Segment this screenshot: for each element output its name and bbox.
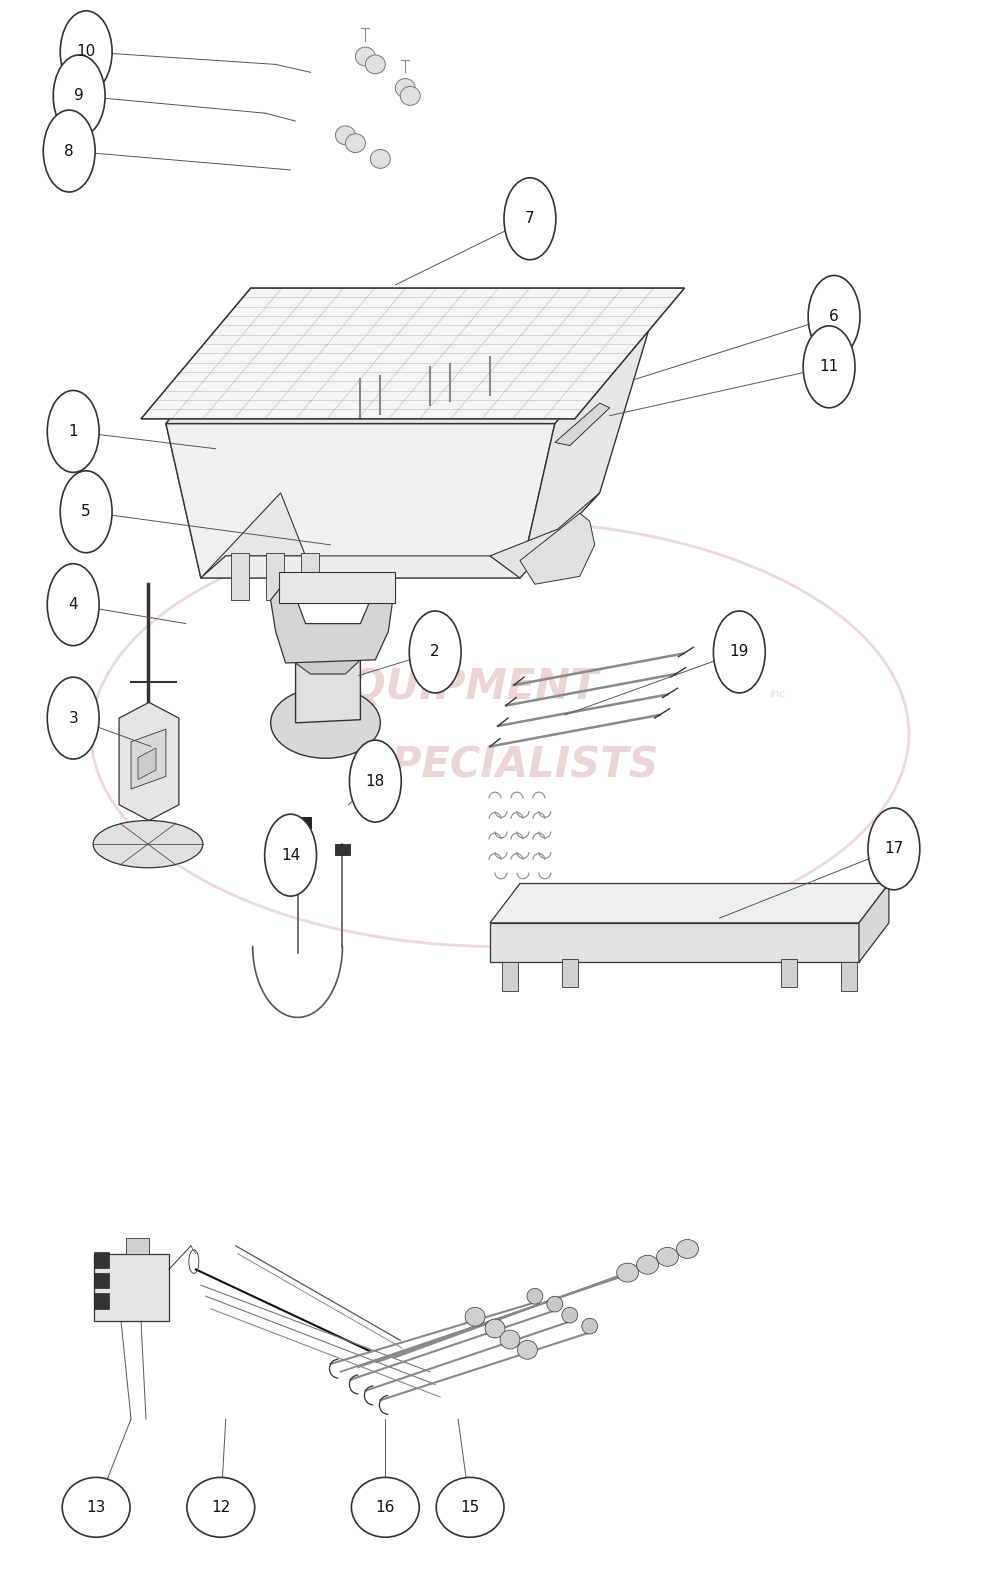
Text: SPECIALISTS: SPECIALISTS bbox=[361, 745, 659, 786]
Text: 17: 17 bbox=[884, 841, 904, 857]
Polygon shape bbox=[201, 555, 520, 578]
Ellipse shape bbox=[365, 55, 385, 74]
Polygon shape bbox=[94, 1253, 169, 1321]
Circle shape bbox=[60, 11, 112, 93]
Ellipse shape bbox=[436, 1477, 504, 1537]
Polygon shape bbox=[520, 513, 595, 584]
Ellipse shape bbox=[527, 1288, 543, 1303]
Text: 2: 2 bbox=[430, 644, 440, 660]
Polygon shape bbox=[138, 748, 156, 780]
Circle shape bbox=[43, 110, 95, 193]
Polygon shape bbox=[286, 817, 311, 828]
Polygon shape bbox=[279, 571, 395, 603]
Text: 15: 15 bbox=[460, 1499, 480, 1515]
Ellipse shape bbox=[271, 688, 380, 759]
Circle shape bbox=[265, 814, 317, 896]
Ellipse shape bbox=[62, 1477, 130, 1537]
Text: 1: 1 bbox=[68, 424, 78, 439]
Ellipse shape bbox=[345, 134, 365, 153]
Text: 8: 8 bbox=[64, 144, 74, 158]
Text: 18: 18 bbox=[366, 773, 385, 789]
Text: 14: 14 bbox=[281, 847, 300, 863]
Circle shape bbox=[504, 178, 556, 260]
Polygon shape bbox=[335, 844, 350, 855]
Text: 5: 5 bbox=[81, 505, 91, 519]
Polygon shape bbox=[859, 884, 889, 963]
Ellipse shape bbox=[400, 87, 420, 106]
Polygon shape bbox=[166, 301, 658, 423]
Ellipse shape bbox=[370, 150, 390, 169]
Polygon shape bbox=[490, 884, 889, 923]
Ellipse shape bbox=[517, 1340, 537, 1359]
Ellipse shape bbox=[351, 1477, 419, 1537]
Ellipse shape bbox=[500, 1330, 520, 1349]
Text: EQUIPMENT: EQUIPMENT bbox=[322, 666, 598, 707]
Text: 6: 6 bbox=[829, 309, 839, 323]
Polygon shape bbox=[520, 301, 658, 578]
Circle shape bbox=[60, 470, 112, 552]
Polygon shape bbox=[301, 552, 319, 600]
Polygon shape bbox=[119, 702, 179, 821]
Polygon shape bbox=[126, 1237, 149, 1253]
Text: 16: 16 bbox=[376, 1499, 395, 1515]
Text: 11: 11 bbox=[819, 360, 839, 374]
Ellipse shape bbox=[677, 1239, 698, 1258]
Circle shape bbox=[47, 390, 99, 472]
Polygon shape bbox=[296, 650, 360, 723]
Ellipse shape bbox=[187, 1477, 255, 1537]
Polygon shape bbox=[266, 552, 284, 600]
Ellipse shape bbox=[617, 1262, 639, 1281]
Ellipse shape bbox=[582, 1318, 598, 1333]
Polygon shape bbox=[94, 1251, 109, 1267]
Polygon shape bbox=[131, 729, 166, 789]
Polygon shape bbox=[231, 552, 249, 600]
Polygon shape bbox=[94, 1272, 109, 1288]
Ellipse shape bbox=[637, 1255, 659, 1273]
Ellipse shape bbox=[395, 79, 415, 98]
Ellipse shape bbox=[562, 1307, 578, 1322]
Circle shape bbox=[713, 611, 765, 693]
Polygon shape bbox=[490, 923, 859, 963]
Polygon shape bbox=[94, 1292, 109, 1308]
Ellipse shape bbox=[547, 1296, 563, 1311]
Polygon shape bbox=[562, 959, 578, 988]
Text: 12: 12 bbox=[211, 1499, 230, 1515]
Text: 9: 9 bbox=[74, 88, 84, 104]
Text: 13: 13 bbox=[86, 1499, 106, 1515]
Ellipse shape bbox=[485, 1319, 505, 1338]
Polygon shape bbox=[490, 492, 600, 578]
Polygon shape bbox=[166, 301, 281, 578]
Ellipse shape bbox=[355, 47, 375, 66]
Circle shape bbox=[349, 740, 401, 822]
Circle shape bbox=[803, 327, 855, 407]
Polygon shape bbox=[296, 647, 360, 674]
Polygon shape bbox=[841, 963, 857, 991]
Circle shape bbox=[47, 563, 99, 645]
Circle shape bbox=[409, 611, 461, 693]
Circle shape bbox=[808, 276, 860, 357]
Text: 3: 3 bbox=[68, 710, 78, 726]
Text: 19: 19 bbox=[730, 644, 749, 660]
Polygon shape bbox=[141, 289, 684, 418]
Polygon shape bbox=[201, 492, 306, 578]
Text: inc.: inc. bbox=[769, 690, 789, 699]
Circle shape bbox=[868, 808, 920, 890]
Text: 4: 4 bbox=[68, 596, 78, 612]
Text: 7: 7 bbox=[525, 211, 535, 226]
Polygon shape bbox=[271, 587, 392, 663]
Ellipse shape bbox=[335, 126, 355, 145]
Polygon shape bbox=[555, 402, 610, 445]
Polygon shape bbox=[166, 423, 555, 578]
Ellipse shape bbox=[657, 1247, 679, 1266]
Polygon shape bbox=[781, 959, 797, 988]
Text: 10: 10 bbox=[77, 44, 96, 60]
Ellipse shape bbox=[93, 821, 203, 868]
Ellipse shape bbox=[465, 1307, 485, 1326]
Circle shape bbox=[47, 677, 99, 759]
Polygon shape bbox=[502, 963, 518, 991]
Circle shape bbox=[53, 55, 105, 137]
